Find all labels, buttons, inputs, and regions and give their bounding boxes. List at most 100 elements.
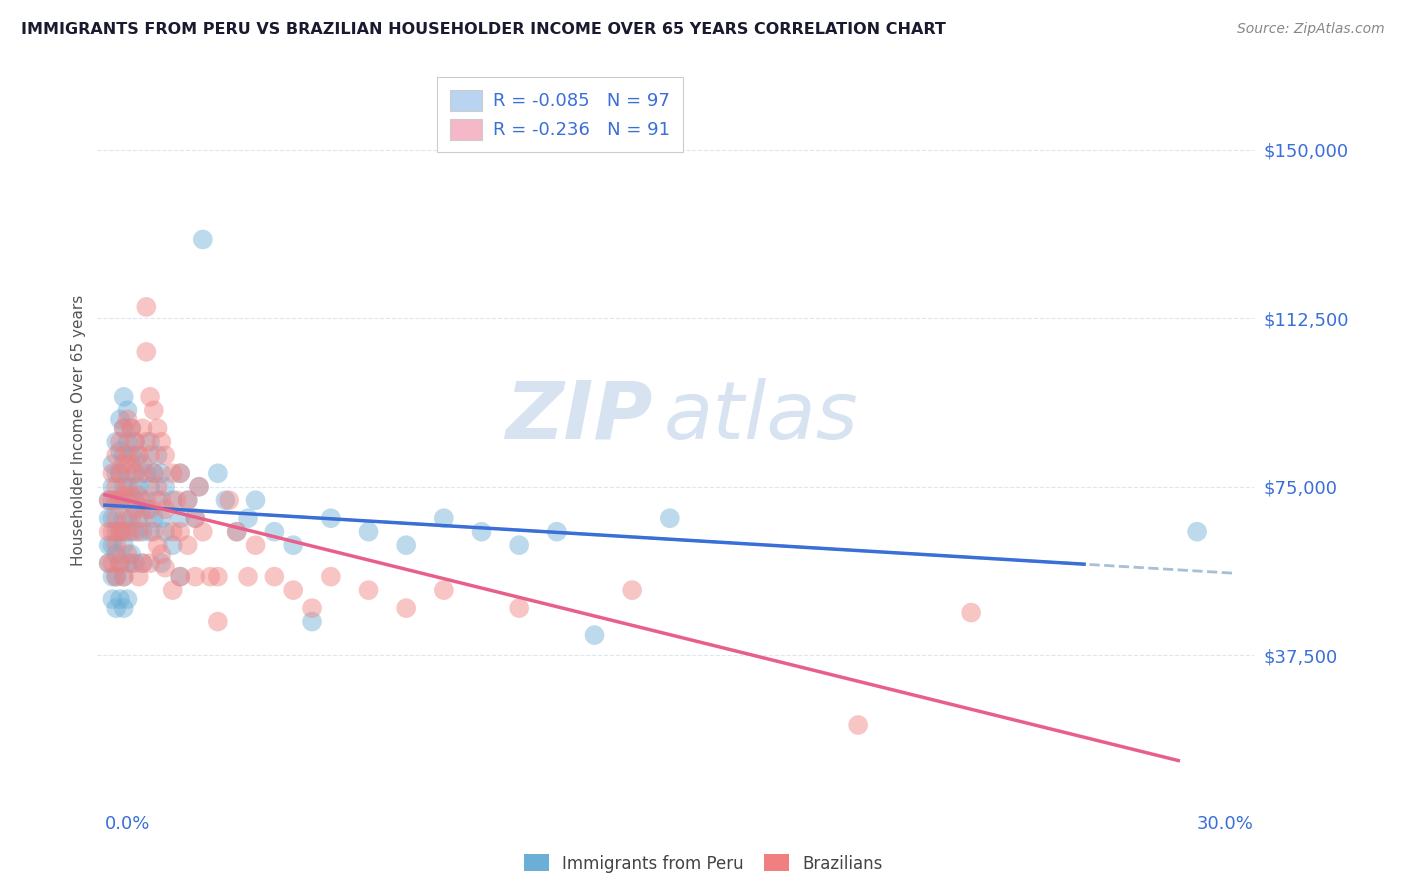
Point <box>117 547 139 561</box>
Point <box>128 489 150 503</box>
Point <box>112 601 135 615</box>
Point <box>214 493 236 508</box>
Point <box>101 457 124 471</box>
Point <box>105 467 128 481</box>
Point <box>135 493 157 508</box>
Point <box>101 569 124 583</box>
Point <box>188 480 211 494</box>
Point <box>184 569 207 583</box>
Point <box>177 493 200 508</box>
Point <box>97 493 120 508</box>
Point <box>142 467 165 481</box>
Point <box>960 606 983 620</box>
Point <box>139 524 162 539</box>
Point <box>621 583 644 598</box>
Point <box>135 467 157 481</box>
Point <box>108 493 131 508</box>
Point <box>135 502 157 516</box>
Point <box>263 524 285 539</box>
Point <box>142 511 165 525</box>
Point <box>150 547 173 561</box>
Point <box>128 524 150 539</box>
Point <box>139 448 162 462</box>
Point <box>105 493 128 508</box>
Point <box>131 493 153 508</box>
Point <box>101 538 124 552</box>
Point <box>108 467 131 481</box>
Point <box>117 467 139 481</box>
Point <box>124 556 146 570</box>
Point <box>124 434 146 449</box>
Point <box>108 493 131 508</box>
Point <box>97 511 120 525</box>
Point <box>101 480 124 494</box>
Point <box>162 538 184 552</box>
Point <box>117 403 139 417</box>
Point <box>245 538 267 552</box>
Point <box>101 592 124 607</box>
Point <box>218 493 240 508</box>
Point <box>169 467 191 481</box>
Point <box>169 511 191 525</box>
Point <box>319 511 342 525</box>
Point <box>112 569 135 583</box>
Point <box>225 524 247 539</box>
Point <box>131 511 153 525</box>
Point <box>146 480 169 494</box>
Point <box>112 511 135 525</box>
Point <box>128 448 150 462</box>
Text: Source: ZipAtlas.com: Source: ZipAtlas.com <box>1237 22 1385 37</box>
Point <box>135 300 157 314</box>
Point <box>97 556 120 570</box>
Point <box>245 493 267 508</box>
Point <box>120 421 142 435</box>
Point <box>120 547 142 561</box>
Point <box>139 434 162 449</box>
Point <box>283 538 305 552</box>
Point <box>150 434 173 449</box>
Point <box>117 556 139 570</box>
Point <box>112 480 135 494</box>
Point <box>150 493 173 508</box>
Point <box>112 538 135 552</box>
Point <box>108 592 131 607</box>
Point <box>153 524 176 539</box>
Point <box>112 569 135 583</box>
Point <box>131 524 153 539</box>
Point <box>153 560 176 574</box>
Point <box>124 493 146 508</box>
Point <box>508 601 530 615</box>
Point <box>188 480 211 494</box>
Legend: Immigrants from Peru, Brazilians: Immigrants from Peru, Brazilians <box>517 847 889 880</box>
Point <box>108 467 131 481</box>
Point <box>177 493 200 508</box>
Point <box>846 718 869 732</box>
Point <box>225 524 247 539</box>
Point <box>108 412 131 426</box>
Point <box>191 232 214 246</box>
Point <box>546 524 568 539</box>
Text: IMMIGRANTS FROM PERU VS BRAZILIAN HOUSEHOLDER INCOME OVER 65 YEARS CORRELATION C: IMMIGRANTS FROM PERU VS BRAZILIAN HOUSEH… <box>21 22 946 37</box>
Point <box>105 538 128 552</box>
Point <box>177 538 200 552</box>
Point <box>112 421 135 435</box>
Point <box>128 569 150 583</box>
Point <box>131 467 153 481</box>
Point <box>120 511 142 525</box>
Point <box>117 434 139 449</box>
Point <box>112 524 135 539</box>
Point <box>236 569 259 583</box>
Point <box>128 480 150 494</box>
Point <box>105 511 128 525</box>
Point <box>108 524 131 539</box>
Point <box>139 390 162 404</box>
Point <box>162 524 184 539</box>
Point <box>150 556 173 570</box>
Point <box>105 601 128 615</box>
Point <box>395 601 418 615</box>
Point <box>124 434 146 449</box>
Point <box>165 493 187 508</box>
Point <box>101 524 124 539</box>
Point <box>184 511 207 525</box>
Point <box>108 524 131 539</box>
